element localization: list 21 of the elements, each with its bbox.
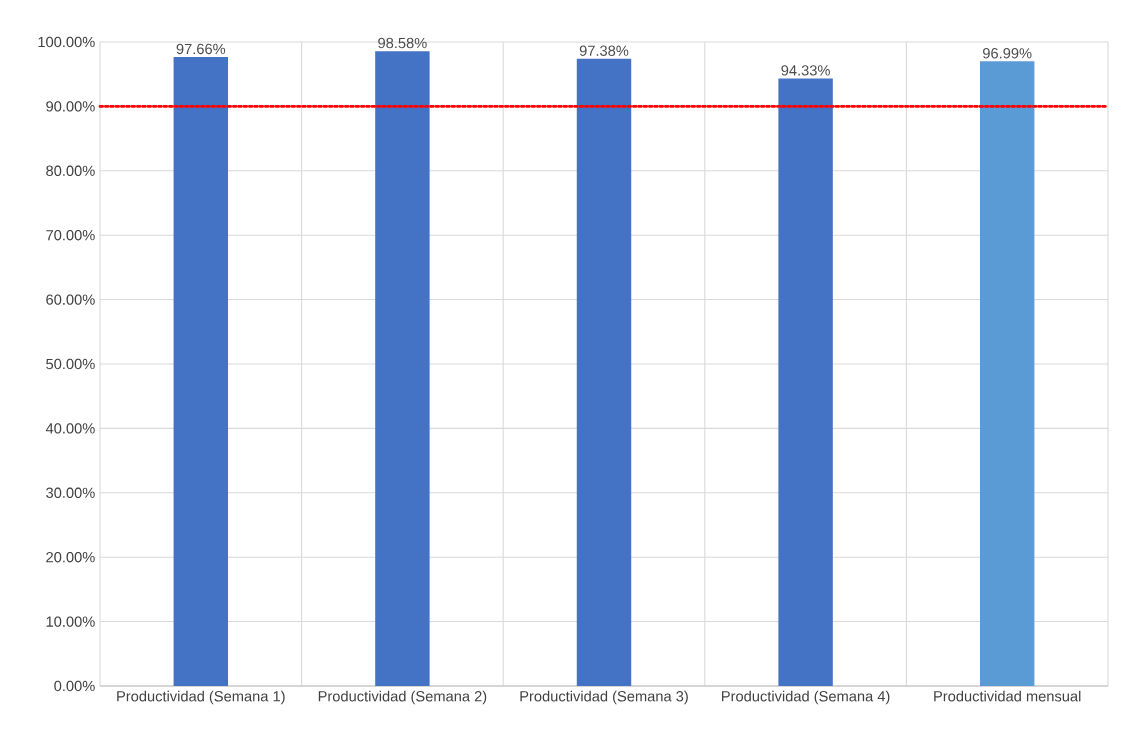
data-label: 97.66% [176,43,226,55]
y-tick-label: 100.00% [38,36,95,48]
y-tick-label: 0.00% [54,680,95,692]
y-tick-label: 20.00% [46,552,95,563]
x-tick-label: Productividad (Semana 2) [318,690,487,705]
y-tick-label: 80.00% [46,165,95,176]
data-label: 98.58% [378,37,427,49]
data-label: 97.38% [579,45,629,56]
x-tick-label: Productividad (Semana 3) [520,690,688,705]
y-tick-label: 70.00% [46,230,95,241]
x-tick-label: Productividad (Semana 1) [117,690,285,705]
y-tick-label: 90.00% [46,101,95,112]
y-tick-label: 30.00% [46,487,95,498]
y-tick-label: 60.00% [46,294,95,305]
y-tick-label: 40.00% [45,423,95,434]
data-label: 94.33% [781,65,830,76]
x-tick-label: Productividad (Semana 4) [722,690,890,705]
y-tick-label: 10.00% [46,616,95,627]
x-tick-label: Productividad mensual [934,690,1081,702]
data-label: 96.99% [983,48,1032,59]
y-tick-label: 50.00% [46,358,95,370]
